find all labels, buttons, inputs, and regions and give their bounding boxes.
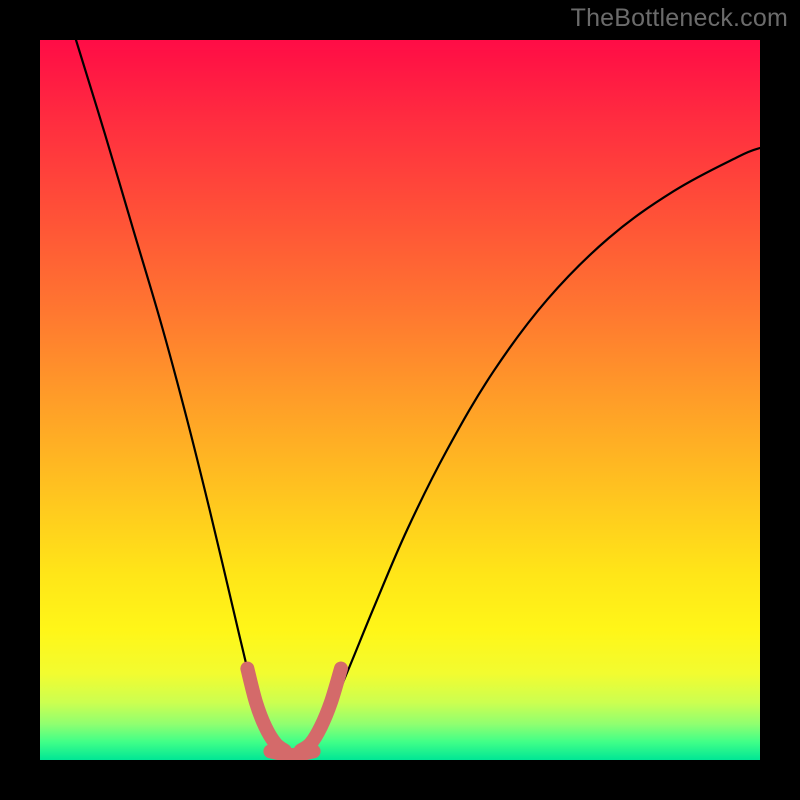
highlight-flat-bottom — [270, 751, 313, 755]
watermark-text: TheBottleneck.com — [571, 4, 788, 33]
chart-svg — [40, 40, 760, 760]
gradient-background — [40, 40, 760, 760]
chart-container: TheBottleneck.com — [0, 0, 800, 800]
